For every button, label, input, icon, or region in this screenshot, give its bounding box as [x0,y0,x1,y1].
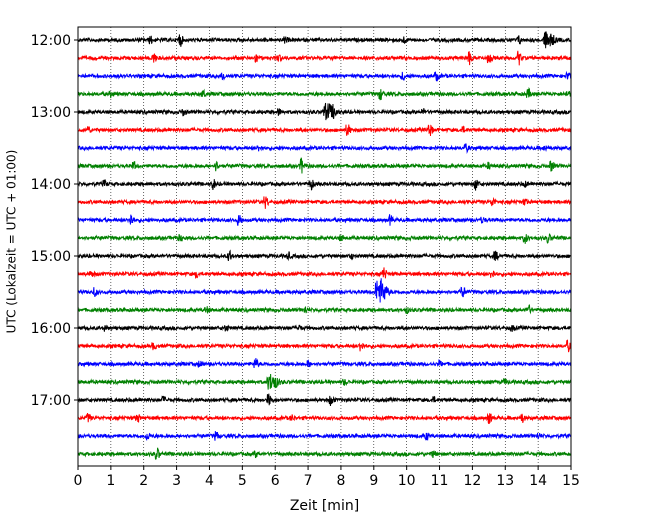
y-axis-ticks: 12:00 13:00 14:00 15:00 16:00 17:00 [31,33,78,409]
trace-row-1400 [77,179,572,191]
trace-row-1415 [77,196,572,209]
trace-row-1515 [77,267,572,279]
trace-row-1345 [77,157,572,174]
y-axis-title: UTC (Lokalzeit = UTC + 01:00) [5,150,19,334]
grid-lines [110,27,539,466]
trace-row-1615 [77,339,572,353]
trace-row-1445 [77,233,572,244]
trace-row-1630 [77,358,572,369]
trace-row-1330 [77,143,572,154]
y-tick-label: 16:00 [31,321,71,337]
x-tick-label: 15 [562,473,580,489]
y-tick-label: 15:00 [31,249,71,265]
x-tick-label: 10 [398,473,416,489]
x-tick-label: 3 [172,473,181,489]
trace-row-1545 [77,304,572,315]
x-axis-title: Zeit [min] [290,498,359,514]
trace-row-1745 [77,447,572,460]
trace-row-1600 [77,324,572,332]
trace-row-1645 [77,373,572,390]
x-tick-label: 14 [529,473,547,489]
x-tick-label: 6 [271,473,280,489]
x-tick-label: 5 [238,473,247,489]
trace-row-1500 [77,249,572,262]
y-tick-label: 17:00 [31,393,71,409]
trace-row-1215 [77,50,572,66]
x-tick-label: 12 [463,473,481,489]
trace-row-1430 [77,214,572,226]
x-tick-label: 1 [106,473,115,489]
x-tick-label: 2 [139,473,148,489]
trace-row-1730 [77,431,572,442]
x-tick-label: 4 [205,473,214,489]
trace-row-1245 [77,86,572,101]
trace-row-1230 [77,70,572,82]
x-tick-label: 8 [336,473,345,489]
x-tick-label: 7 [304,473,313,489]
y-tick-label: 13:00 [31,105,71,121]
x-tick-label: 9 [369,473,378,489]
trace-row-1200 [77,31,572,49]
plot-frame [77,26,572,467]
trace-rows [77,31,572,460]
trace-row-1315 [77,124,572,137]
x-axis-ticks: 0 1 2 3 4 5 6 7 8 9 10 11 12 13 14 15 [74,466,580,489]
trace-row-1300 [77,102,572,121]
trace-row-1700 [77,393,572,406]
trace-row-1715 [77,412,572,424]
y-tick-label: 14:00 [31,177,71,193]
trace-row-1530 [77,278,572,303]
x-tick-label: 11 [431,473,449,489]
y-tick-label: 12:00 [31,33,71,49]
x-tick-label: 13 [496,473,514,489]
x-tick-label: 0 [74,473,83,489]
